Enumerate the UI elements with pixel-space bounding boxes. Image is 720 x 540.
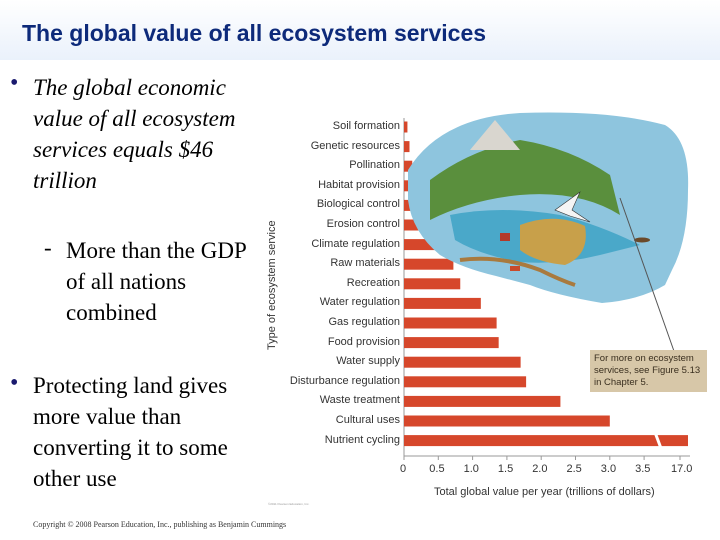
bar-waste-treatment	[404, 395, 561, 407]
category-label: Erosion control	[326, 218, 400, 230]
bird-icon	[554, 191, 591, 223]
bar-chart	[403, 118, 690, 460]
bar-cultural-uses	[404, 415, 610, 427]
category-label: Gas regulation	[328, 316, 400, 328]
chart-x-ticks	[403, 456, 681, 460]
category-label: Climate regulation	[311, 237, 400, 250]
axis-break-mark	[653, 432, 663, 450]
bar-food-provision	[404, 337, 499, 349]
bar-disturbance-regulation	[404, 376, 527, 388]
x-axis-label: Total global value per year (trillions o…	[434, 486, 655, 498]
truck-icon	[510, 266, 520, 271]
hills-shape	[430, 140, 620, 220]
barn-icon	[500, 233, 510, 241]
category-label: Cultural uses	[335, 414, 400, 426]
category-label: Biological control	[316, 198, 400, 211]
category-label: Water regulation	[319, 296, 400, 309]
x-tick-label: 3.5	[635, 463, 651, 475]
bullet-text-value: The global economic value of all ecosyst…	[33, 75, 236, 193]
category-label: Recreation	[346, 276, 400, 289]
category-label: Genetic resources	[310, 139, 400, 152]
category-label: Raw materials	[330, 257, 400, 270]
category-label: Habitat provision	[318, 178, 400, 191]
bar-raw-materials	[404, 258, 454, 270]
sub-bullet-text-gdp: More than the GDP of all nations combine…	[66, 238, 246, 325]
bar-climate-regulation	[404, 239, 451, 251]
boat-icon	[634, 237, 650, 243]
bullet-marker: •	[10, 70, 19, 96]
bar-gas-regulation	[404, 317, 497, 329]
x-tick-label: 0.5	[429, 463, 445, 475]
category-label: Soil formation	[332, 120, 400, 132]
x-tick-label: 1.5	[497, 463, 514, 475]
category-label: Nutrient cycling	[324, 433, 400, 446]
bar-recreation	[404, 278, 461, 290]
figure-credit: ©2011 Pearson Education, Inc.	[268, 502, 310, 506]
category-label: Waste treatment	[319, 394, 400, 407]
x-tick-label: 1.0	[463, 463, 479, 475]
title-band	[0, 0, 720, 60]
bar-genetic-resources	[404, 141, 410, 153]
ecosystem-illustration	[408, 112, 689, 303]
x-tick-label: 0	[400, 463, 407, 475]
bar-water-regulation	[404, 297, 481, 309]
sub-bullet-dash: -	[44, 235, 52, 260]
chart-bars	[404, 121, 688, 450]
bullet-marker: •	[10, 370, 19, 396]
ecosystem-figure	[262, 105, 720, 525]
category-label: Food provision	[327, 335, 400, 348]
road-shape	[459, 256, 576, 287]
bar-nutrient-cycling	[404, 435, 688, 447]
field-shape	[520, 218, 586, 265]
x-tick-label: 2.5	[566, 463, 582, 475]
category-label: Disturbance regulation	[289, 374, 400, 387]
x-tick-label: 17.0	[671, 463, 693, 475]
category-label: Water supply	[336, 355, 400, 368]
bar-water-supply	[404, 356, 521, 368]
bar-soil-formation	[404, 121, 408, 133]
bar-pollination	[404, 160, 413, 172]
x-tick-label: 2.0	[532, 463, 548, 475]
callout-line	[619, 197, 676, 355]
x-tick-label: 3.0	[600, 463, 617, 475]
category-label: Pollination	[349, 159, 400, 172]
copyright-text: Copyright © 2008 Pearson Education, Inc.…	[33, 520, 287, 529]
bullet-text-protecting-land: Protecting land gives more value than co…	[33, 373, 228, 491]
slide-title: The global value of all ecosystem servic…	[22, 20, 487, 46]
mountain-shape	[470, 120, 520, 150]
figure-note: For more on ecosystem services, see Figu…	[590, 350, 707, 392]
